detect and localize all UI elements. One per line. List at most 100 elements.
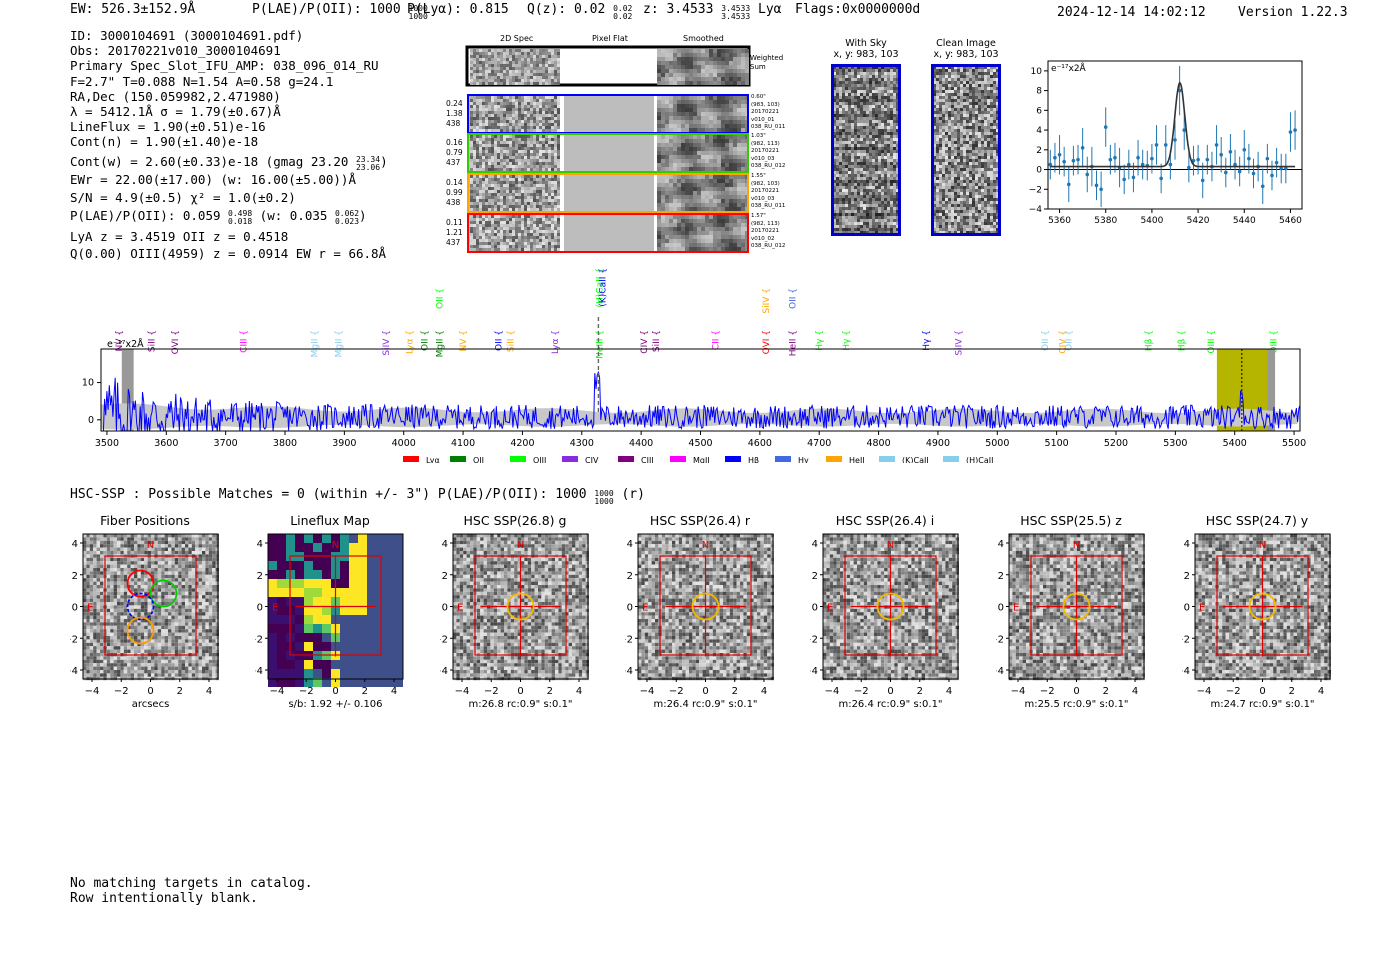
info-plae-w-lo: 0.023 <box>334 217 360 227</box>
zoom-data-point <box>1094 183 1099 188</box>
hsc-y-tick-label: 0 <box>72 603 78 614</box>
hsc-y-tick-label: 2 <box>442 571 448 582</box>
spectral-line-label: Hγ { <box>922 330 932 351</box>
cutout-header-smoothed: Smoothed <box>683 34 724 43</box>
legend-swatch <box>403 456 419 462</box>
zoom-x-tick-label: 5360 <box>1048 216 1071 226</box>
clean-image-title-text: Clean Image <box>936 38 996 49</box>
cutout-row-left-value: 0.79 <box>446 148 463 157</box>
spectral-line-label: MgII { <box>311 330 321 357</box>
info-contw-value: Cont(w) = 2.60(±0.33)e-18 (gmag 23.20 <box>70 153 349 169</box>
hsc-summary: HSC-SSP : Possible Matches = 0 (within +… <box>70 487 645 506</box>
hsc-y-tick-label: −4 <box>1182 666 1190 677</box>
cutout-divider <box>654 214 657 252</box>
zoom-data-point <box>1080 146 1085 150</box>
full-x-tick-label: 4200 <box>510 438 534 449</box>
cutout-row-right-labels: 0.60" (983, 103) 20170221 v010_01 038_RU_011 <box>751 94 785 132</box>
cutout-row-left-labels: 0.11 1.21 437 <box>446 218 463 248</box>
cutout-strips <box>465 45 751 253</box>
spectral-line-label: Lyα { <box>551 330 561 354</box>
info-contw-close: ) <box>380 153 388 169</box>
header-qz-lo: 0.02 <box>613 12 633 21</box>
legend-label: (K)CaII <box>902 456 929 463</box>
hsc-x-tick-label: 0 <box>517 686 523 697</box>
cutout-row-right-value: 20170221 <box>751 148 779 154</box>
cutout-row-right-value: 1.57" <box>751 213 766 219</box>
hsc-panel: Lineflux Map N E 4 2 0 −2 −4 −4 −2 0 2 4 s/b: 1.92 +/… <box>255 512 415 722</box>
zoom-data-point <box>1196 157 1200 162</box>
spectral-line-label: HeII { <box>789 330 799 356</box>
zoom-data-point <box>1274 160 1279 165</box>
header-plya: P(Lyα): 0.815 <box>407 2 509 17</box>
zoom-data-point <box>1265 156 1270 161</box>
cutout-divider <box>560 134 564 172</box>
hsc-x-tick-label: −4 <box>270 686 285 697</box>
zoom-data-point <box>1131 175 1136 180</box>
full-spectrum-chart: NV {SiII {OVI {CIII {MgII {MgII {SiIV {L… <box>82 268 1306 463</box>
footer-line-2: Row intentionally blank. <box>70 891 258 906</box>
clean-image-xy: x, y: 983, 103 <box>933 49 999 60</box>
hsc-y-tick-label: 4 <box>442 539 448 550</box>
hsc-y-tick-label: 4 <box>998 539 1004 550</box>
info-obs: Obs: 20170221v010_3000104691 <box>70 43 281 59</box>
full-y-tick-label: 0 <box>88 415 94 426</box>
hsc-y-tick-label: 0 <box>257 603 263 614</box>
hsc-x-tick-label: −2 <box>669 686 684 697</box>
zoom-data-point <box>1214 143 1219 147</box>
hsc-panel-title: HSC SSP(25.5) z <box>1020 513 1122 528</box>
hsc-y-tick-label: 0 <box>812 603 818 614</box>
east-marker: E <box>87 603 93 614</box>
info-fwhm: F=2.7" T=0.088 N=1.54 A=0.58 g=24.1 <box>70 73 334 89</box>
zoom-data-point <box>1270 173 1274 178</box>
legend-label: OII <box>473 456 484 463</box>
legend-label: MgII <box>693 456 710 463</box>
north-marker: N <box>702 540 709 551</box>
aperture-circle <box>1062 592 1091 621</box>
cutout-row-right-labels: 1.55" (982, 103) 20170221 v010_03 038_RU_011 <box>751 173 785 211</box>
with-sky-frame <box>831 64 901 236</box>
zoom-data-point <box>1150 156 1154 161</box>
cutout-row-right-value: 1.03" <box>751 133 766 139</box>
with-sky-title-text: With Sky <box>845 38 887 49</box>
cutout-divider <box>654 174 657 212</box>
hsc-x-tick-label: 2 <box>917 686 923 697</box>
spectral-line-label: OII { <box>1041 330 1051 351</box>
search-box <box>104 555 197 656</box>
hsc-y-tick-label: −2 <box>440 634 448 645</box>
zoom-data-point <box>1085 172 1090 177</box>
legend-swatch <box>670 456 686 462</box>
info-lineflux: LineFlux = 1.90(±0.51)e-16 <box>70 119 266 135</box>
hsc-y-tick-label: 2 <box>812 571 818 582</box>
zoom-data-point <box>1048 162 1053 167</box>
zoom-data-point <box>1071 158 1076 163</box>
zoom-y-tick-label: 8 <box>1036 87 1042 97</box>
header-z: z: 3.4533 3.4533 3.4533 Lyα <box>643 2 782 21</box>
hsc-x-tick-label: −2 <box>114 686 129 697</box>
spectral-line-label: CIV { <box>1059 330 1069 354</box>
spectral-line-label: Lyα { <box>406 330 416 354</box>
zoom-data-point <box>1057 152 1062 157</box>
east-marker: E <box>1199 603 1205 614</box>
spectral-line-label: SiII { <box>147 330 157 352</box>
spectral-line-label: MgII { <box>435 330 445 357</box>
hsc-x-tick-label: −4 <box>1197 686 1212 697</box>
spectral-line-label: OVI { <box>171 330 181 354</box>
info-plae-value: P(LAE)/P(OII): 0.059 <box>70 208 221 224</box>
zoom-data-point <box>1177 88 1182 93</box>
cutout-row-left-value: 0.99 <box>446 188 463 197</box>
east-marker: E <box>827 603 833 614</box>
header-z-hi: 3.4533 <box>721 4 751 13</box>
hsc-y-tick-label: 0 <box>627 603 633 614</box>
zoom-data-point <box>1224 170 1228 175</box>
hsc-x-tick-label: −4 <box>455 686 470 697</box>
hsc-caption-1: arcsecs <box>132 699 170 710</box>
north-marker: N <box>1073 540 1080 551</box>
zoom-y-tick-label: −4 <box>1029 205 1043 215</box>
zoom-x-tick-label: 5400 <box>1140 216 1163 226</box>
header-plae-lo: 1000 <box>408 12 428 21</box>
zoom-data-point <box>1136 155 1140 160</box>
hsc-panel-title: HSC SSP(26.4) i <box>835 513 935 528</box>
hsc-panel-title: Fiber Positions <box>100 513 190 528</box>
spectral-line-label: SiIV { <box>382 330 392 356</box>
full-x-tick-label: 3600 <box>154 438 178 449</box>
